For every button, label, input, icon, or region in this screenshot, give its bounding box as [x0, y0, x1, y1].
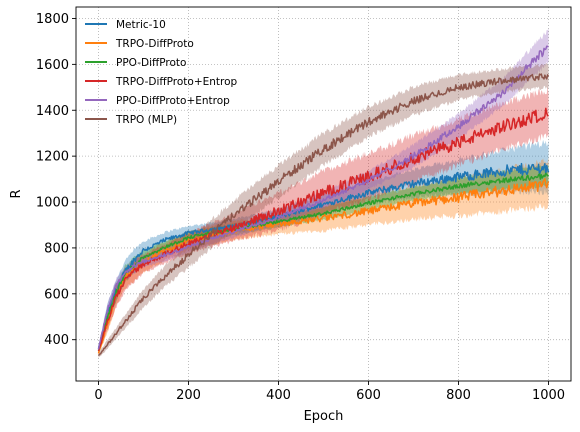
- legend: Metric-10 TRPO-DiffProto PPO-DiffProto TRPO…: [85, 19, 238, 126]
- legend-label: TRPO-DiffProto+Entrop: [115, 76, 238, 88]
- y-tick-label: 1800: [36, 12, 69, 27]
- legend-item-ppo-diffproto-entrop: PPO-DiffProto+Entrop: [85, 95, 230, 107]
- line-metric-10: [97, 162, 550, 349]
- y-tick-label: 1600: [36, 58, 69, 73]
- x-tick-label: 600: [356, 388, 381, 403]
- plot-frame: [75, 6, 572, 382]
- y-tick-label: 600: [44, 287, 69, 302]
- band-ppo-diffproto: [98, 163, 549, 354]
- y-axis-label: R: [9, 189, 24, 198]
- legend-label: TRPO-DiffProto: [115, 38, 194, 50]
- y-tick-label: 1400: [36, 104, 69, 119]
- y-tick-label: 800: [44, 241, 69, 256]
- confidence-bands: [98, 28, 549, 359]
- grid: [76, 7, 571, 381]
- axis-ticks: 0 200 400 600 800 1000 400 600 800 1000 1200 1400 16…: [36, 12, 565, 403]
- legend-label: TRPO (MLP): [115, 114, 177, 126]
- x-tick-label: 1000: [532, 388, 565, 403]
- legend-item-trpo-mlp: TRPO (MLP): [85, 114, 177, 126]
- y-tick-label: 400: [44, 333, 69, 348]
- x-tick-label: 400: [266, 388, 291, 403]
- legend-label: PPO-DiffProto: [116, 57, 186, 69]
- legend-label: PPO-DiffProto+Entrop: [116, 95, 230, 107]
- series-lines: [97, 45, 550, 357]
- y-tick-label: 1000: [36, 196, 69, 211]
- x-axis-label: Epoch: [304, 409, 344, 424]
- band-trpo-diffproto-entrop: [98, 86, 549, 354]
- y-tick-label: 1200: [36, 150, 69, 165]
- x-tick-label: 0: [94, 388, 102, 403]
- legend-item-trpo-diffproto-entrop: TRPO-DiffProto+Entrop: [85, 76, 238, 88]
- line-ppo-diffproto: [97, 172, 550, 352]
- legend-label: Metric-10: [116, 19, 166, 31]
- line-trpo-mlp: [97, 73, 550, 357]
- x-tick-label: 800: [446, 388, 471, 403]
- legend-item-metric-10: Metric-10: [85, 19, 166, 31]
- band-metric-10: [98, 139, 549, 352]
- legend-item-trpo-diffproto: TRPO-DiffProto: [85, 38, 194, 50]
- line-trpo-diffproto: [97, 178, 550, 354]
- band-trpo-diffproto: [98, 157, 549, 356]
- line-ppo-diffproto-entrop: [97, 45, 549, 350]
- legend-item-ppo-diffproto: PPO-DiffProto: [85, 57, 186, 69]
- x-tick-label: 200: [176, 388, 201, 403]
